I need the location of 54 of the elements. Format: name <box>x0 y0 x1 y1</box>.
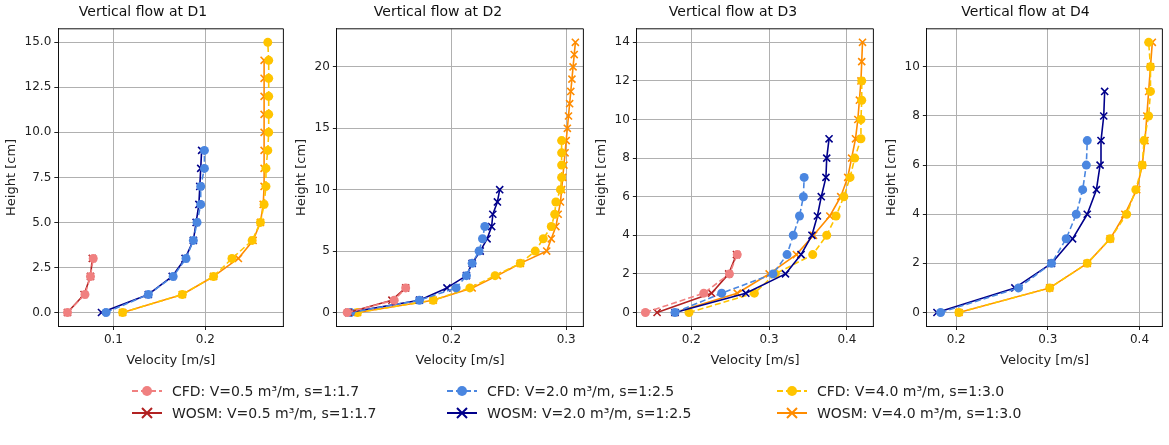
x-axis-title: Velocity [m/s] <box>710 351 800 367</box>
y-tick-label: 14 <box>614 34 630 49</box>
y-tick-label: 20 <box>314 59 330 73</box>
y-tick-label: 2 <box>912 255 920 270</box>
y-tick-label: 2 <box>622 266 630 281</box>
y-tick-label: 8 <box>622 150 630 165</box>
y-axis-title: Height [cm] <box>3 138 19 216</box>
y-axis-title: Height [cm] <box>593 138 609 216</box>
x-tick-label: 0.2 <box>195 332 215 347</box>
legend-label: CFD: V=2.0 m³/m, s=1:2.5 <box>487 383 675 399</box>
y-tick-label: 0 <box>322 304 330 319</box>
x-tick-label: 0.3 <box>1038 332 1058 347</box>
y-tick-label: 6 <box>912 157 920 172</box>
y-tick-label: 10 <box>904 59 920 73</box>
y-tick-label: 8 <box>912 108 920 123</box>
x-axis-title: Velocity [m/s] <box>415 351 505 367</box>
y-tick-label: 10 <box>614 111 630 126</box>
y-tick-label: 4 <box>622 227 630 242</box>
legend-label: WOSM: V=0.5 m³/m, s=1:1.7 <box>172 405 377 421</box>
y-tick-label: 0 <box>622 304 630 319</box>
y-tick-label: 5 <box>322 243 330 258</box>
legend-label: WOSM: V=4.0 m³/m, s=1:3.0 <box>817 405 1022 421</box>
y-axis-title: Height [cm] <box>293 138 309 216</box>
x-tick-label: 0.2 <box>946 332 966 347</box>
y-tick-label: 10 <box>314 181 330 196</box>
y-tick-label: 15 <box>314 120 330 135</box>
y-tick-label: 6 <box>622 188 630 203</box>
chart-title: Vertical flow at D1 <box>78 3 208 20</box>
y-tick-label: 0.0 <box>32 304 52 319</box>
x-tick-label: 0.2 <box>441 332 462 347</box>
legend-label: CFD: V=4.0 m³/m, s=1:3.0 <box>817 383 1005 399</box>
x-tick-label: 0.2 <box>681 332 701 347</box>
x-tick-label: 0.4 <box>1129 332 1150 347</box>
chart-title: Vertical flow at D4 <box>961 3 1090 20</box>
y-tick-label: 5.0 <box>32 214 52 229</box>
y-tick-label: 7.5 <box>32 169 52 184</box>
legend-label: WOSM: V=2.0 m³/m, s=1:2.5 <box>487 405 692 421</box>
y-tick-label: 12.5 <box>24 79 52 94</box>
y-tick-label: 0 <box>912 304 920 319</box>
x-axis-title: Velocity [m/s] <box>1000 351 1090 367</box>
legend-label: CFD: V=0.5 m³/m, s=1:1.7 <box>172 383 360 399</box>
y-axis-title: Height [cm] <box>883 138 899 216</box>
y-tick-label: 15.0 <box>24 34 52 49</box>
x-tick-label: 0.3 <box>556 332 576 347</box>
y-tick-label: 2.5 <box>32 259 52 274</box>
chart-title: Vertical flow at D3 <box>668 3 798 20</box>
y-tick-label: 10.0 <box>24 124 52 139</box>
x-axis-title: Velocity [m/s] <box>126 351 216 367</box>
x-tick-label: 0.3 <box>759 332 779 347</box>
y-tick-label: 12 <box>614 73 630 88</box>
x-tick-label: 0.4 <box>837 332 857 347</box>
chart-title: Vertical flow at D2 <box>373 3 503 20</box>
x-tick-label: 0.1 <box>103 332 123 347</box>
y-tick-label: 4 <box>912 206 920 221</box>
